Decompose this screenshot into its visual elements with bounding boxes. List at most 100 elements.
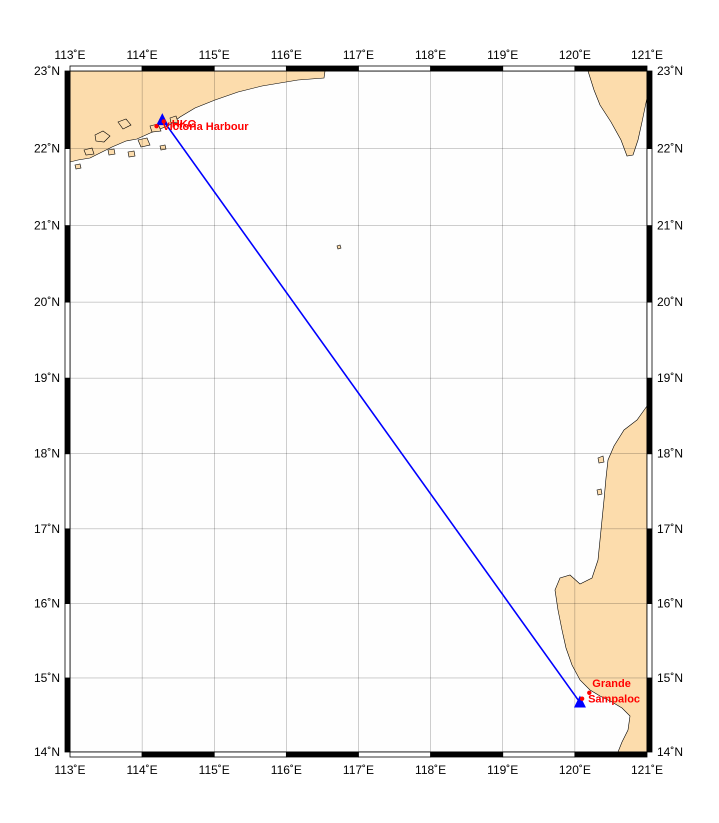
lon-tick-label-bottom: 118˚E [415,763,446,777]
route-end-marker [573,695,586,708]
island [94,130,111,143]
place-marker [579,696,585,701]
lon-tick-label-top: 113˚E [54,48,85,62]
island [137,137,151,148]
frame-left-band [64,70,71,149]
place-marker [154,123,159,129]
lon-tick-label-top: 118˚E [415,48,446,62]
island [127,150,136,158]
island [169,115,179,124]
place-label: Grande [592,678,631,690]
lat-tick-label-right: 15˚N [657,671,683,685]
frame-right-band [646,70,653,149]
lat-tick-label-right: 23˚N [657,64,683,78]
frame-bottom-band [430,751,504,758]
frame-left-band [64,603,71,679]
frame-top-band [502,65,576,72]
frame-left-band [64,225,71,303]
island [596,488,603,496]
frame-right-band [646,225,653,303]
lat-tick-label-right: 16˚N [657,597,683,611]
frame-top-band [141,65,215,72]
lat-tick-label-left: 14˚N [34,745,60,759]
frame-bottom-band [69,751,143,758]
lat-tick-label-left: 16˚N [34,597,60,611]
lat-tick-label-left: 19˚N [34,371,60,385]
frame-left-band [64,148,71,226]
frame-bottom-band [358,751,432,758]
lat-tick-label-right: 18˚N [657,447,683,461]
lon-tick-label-bottom: 121˚E [631,763,663,777]
place-label: Victoria Harbour [163,121,250,133]
island [159,144,167,151]
lon-tick-label-top: 119˚E [487,48,518,62]
lat-tick-label-left: 21˚N [34,219,60,233]
lat-tick-label-right: 21˚N [657,219,683,233]
lon-tick-label-top: 117˚E [343,48,374,62]
lat-tick-label-right: 20˚N [657,295,683,309]
place-label: Sampaloc [588,694,640,706]
lat-tick-label-right: 14˚N [657,745,683,759]
tick-labels: 113˚E 113˚E 114˚E 114˚E 115˚E 115˚E 116˚E 116˚E… [34,48,683,777]
lat-tick-label-left: 20˚N [34,295,60,309]
frame-left-band [64,453,71,530]
lon-tick-label-bottom: 116˚E [271,763,302,777]
frame-top-band [69,65,143,72]
frame-top-band [358,65,432,72]
lon-tick-label-top: 116˚E [271,48,302,62]
lon-tick-label-bottom: 120˚E [559,763,591,777]
frame-left-band [64,677,71,753]
lat-tick-label-left: 15˚N [34,671,60,685]
frame-right-band [646,528,653,605]
frame-right-band [646,603,653,679]
lat-tick-label-left: 22˚N [34,142,60,156]
frame-top-band [285,65,359,72]
frame-left-band [64,377,71,455]
place-label: HKG [172,118,196,130]
frame-bottom-band [285,751,359,758]
place-marker [161,119,166,124]
frame-right-band [646,453,653,530]
lat-tick-label-right: 22˚N [657,142,683,156]
frame-bottom-band [213,751,287,758]
island [336,244,342,250]
lon-tick-label-top: 114˚E [127,48,158,62]
lon-tick-label-bottom: 115˚E [199,763,230,777]
island [107,148,116,156]
taiwan-land [587,71,647,157]
luzon-land [554,405,647,752]
lon-tick-label-top: 121˚E [631,48,663,62]
graticule [69,70,648,753]
frame-right-band [646,677,653,753]
frame-top-band [213,65,287,72]
frame-top-band [574,65,648,72]
lat-tick-label-left: 23˚N [34,64,60,78]
frame-right-band [646,377,653,455]
frame-top-band [430,65,504,72]
island [74,163,82,170]
island [117,118,132,130]
lon-tick-label-bottom: 119˚E [487,763,518,777]
frame-bottom-band [574,751,648,758]
route-line [161,118,581,703]
lat-tick-label-right: 19˚N [657,371,683,385]
lon-tick-label-bottom: 117˚E [343,763,374,777]
frame-left-band [64,528,71,605]
lat-tick-label-left: 17˚N [34,522,60,536]
frame-right-band [646,148,653,226]
frame-bottom-band [502,751,576,758]
frame-bottom-band [141,751,215,758]
frame-right-band [646,301,653,379]
place-marker [587,690,592,696]
island [597,455,605,464]
lon-tick-label-top: 115˚E [199,48,230,62]
lat-tick-label-right: 17˚N [657,522,683,536]
lon-tick-label-bottom: 114˚E [127,763,158,777]
lon-tick-label-top: 120˚E [559,48,591,62]
lat-tick-label-left: 18˚N [34,447,60,461]
lon-tick-label-bottom: 113˚E [54,763,85,777]
frame-left-band [64,301,71,379]
map-frame [64,65,653,758]
